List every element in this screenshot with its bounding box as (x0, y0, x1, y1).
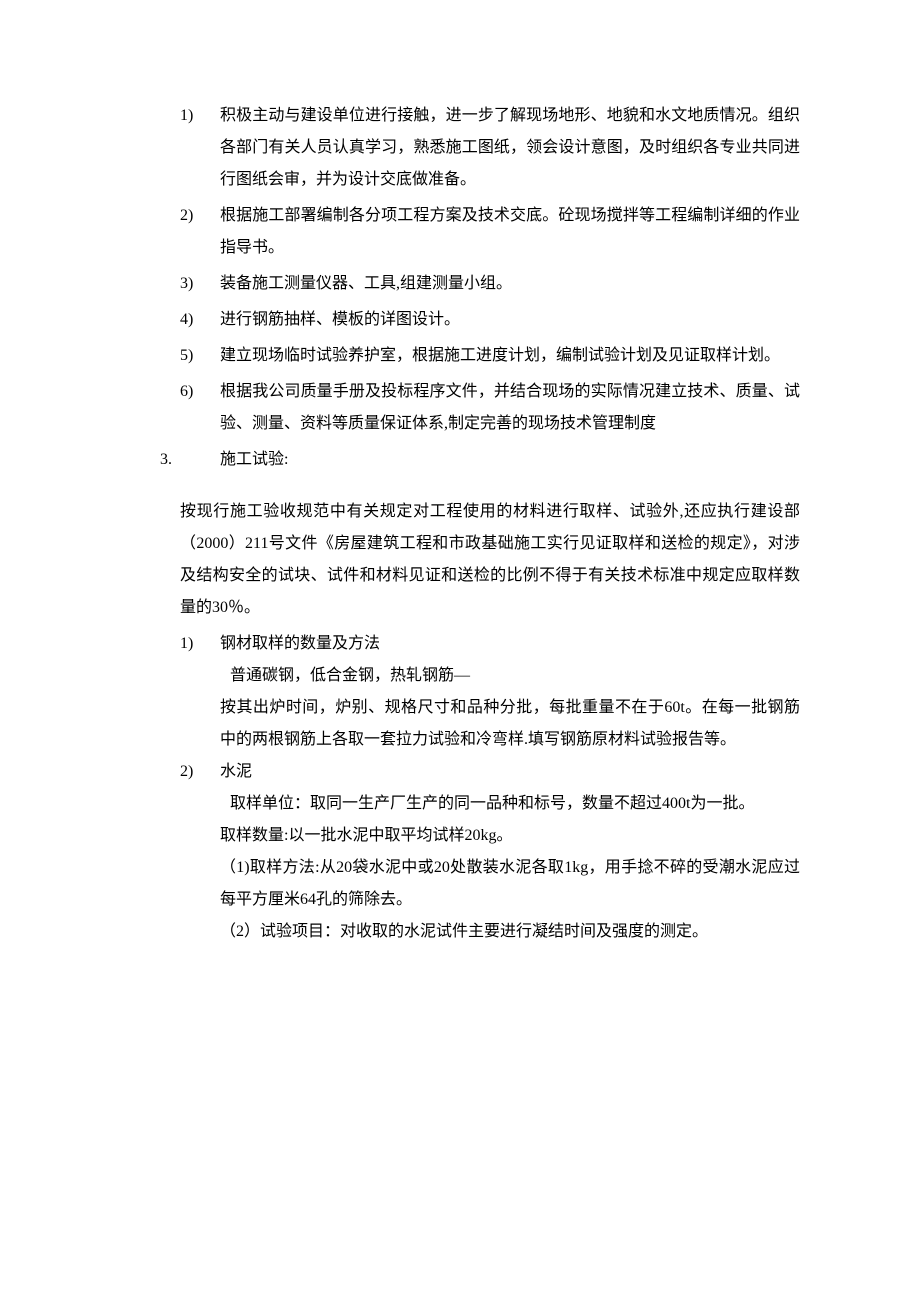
list-item-6: 6) 根据我公司质量手册及投标程序文件，并结合现场的实际情况建立技术、质量、试验… (120, 376, 800, 440)
sub2-line3: （1)取样方法:从20袋水泥中或20处散装水泥各取1kg，用手捻不碎的受潮水泥应… (120, 852, 800, 916)
sub2-line2: 取样数量:以一批水泥中取平均试样20kg。 (120, 820, 800, 852)
list-item-4: 4) 进行钢筋抽样、模板的详图设计。 (120, 304, 800, 336)
list-number: 5) (180, 340, 220, 372)
list-number: 1) (180, 100, 220, 196)
section-title: 施工试验: (220, 444, 288, 476)
list-item-1: 1) 积极主动与建设单位进行接触，进一步了解现场地形、地貌和水文地质情况。组织各… (120, 100, 800, 196)
list-text: 积极主动与建设单位进行接触，进一步了解现场地形、地貌和水文地质情况。组织各部门有… (220, 100, 800, 196)
sub-item-1: 1) 钢材取样的数量及方法 (120, 628, 800, 660)
sub-item-number: 1) (180, 628, 220, 660)
section-3-heading: 3. 施工试验: (120, 444, 800, 476)
list-text: 装备施工测量仪器、工具,组建测量小组。 (220, 268, 800, 300)
section-number: 3. (160, 444, 220, 476)
list-item-5: 5) 建立现场临时试验养护室，根据施工进度计划，编制试验计划及见证取样计划。 (120, 340, 800, 372)
list-text: 建立现场临时试验养护室，根据施工进度计划，编制试验计划及见证取样计划。 (220, 340, 800, 372)
list-number: 2) (180, 200, 220, 264)
sub-item-number: 2) (180, 756, 220, 788)
sub-item-title: 钢材取样的数量及方法 (220, 628, 800, 660)
list-text: 根据我公司质量手册及投标程序文件，并结合现场的实际情况建立技术、质量、试验、测量… (220, 376, 800, 440)
list-text: 根据施工部署编制各分项工程方案及技术交底。砼现场搅拌等工程编制详细的作业指导书。 (220, 200, 800, 264)
sub-item-2: 2) 水泥 (120, 756, 800, 788)
sub1-line2: 按其出炉时间，炉别、规格尺寸和品种分批，每批重量不在于60t。在每一批钢筋中的两… (120, 692, 800, 756)
list-number: 4) (180, 304, 220, 336)
sub2-line1: 取样单位：取同一生产厂生产的同一品种和标号，数量不超过400t为一批。 (120, 788, 800, 820)
list-number: 6) (180, 376, 220, 440)
sub2-line4: （2）试验项目：对收取的水泥试件主要进行凝结时间及强度的测定。 (120, 916, 800, 948)
sub-item-title: 水泥 (220, 756, 800, 788)
list-item-2: 2) 根据施工部署编制各分项工程方案及技术交底。砼现场搅拌等工程编制详细的作业指… (120, 200, 800, 264)
list-item-3: 3) 装备施工测量仪器、工具,组建测量小组。 (120, 268, 800, 300)
section-3-paragraph: 按现行施工验收规范中有关规定对工程使用的材料进行取样、试验外,还应执行建设部（2… (120, 496, 800, 624)
list-text: 进行钢筋抽样、模板的详图设计。 (220, 304, 800, 336)
list-number: 3) (180, 268, 220, 300)
sub1-line1: 普通碳钢，低合金钢，热轧钢筋— (120, 660, 800, 692)
